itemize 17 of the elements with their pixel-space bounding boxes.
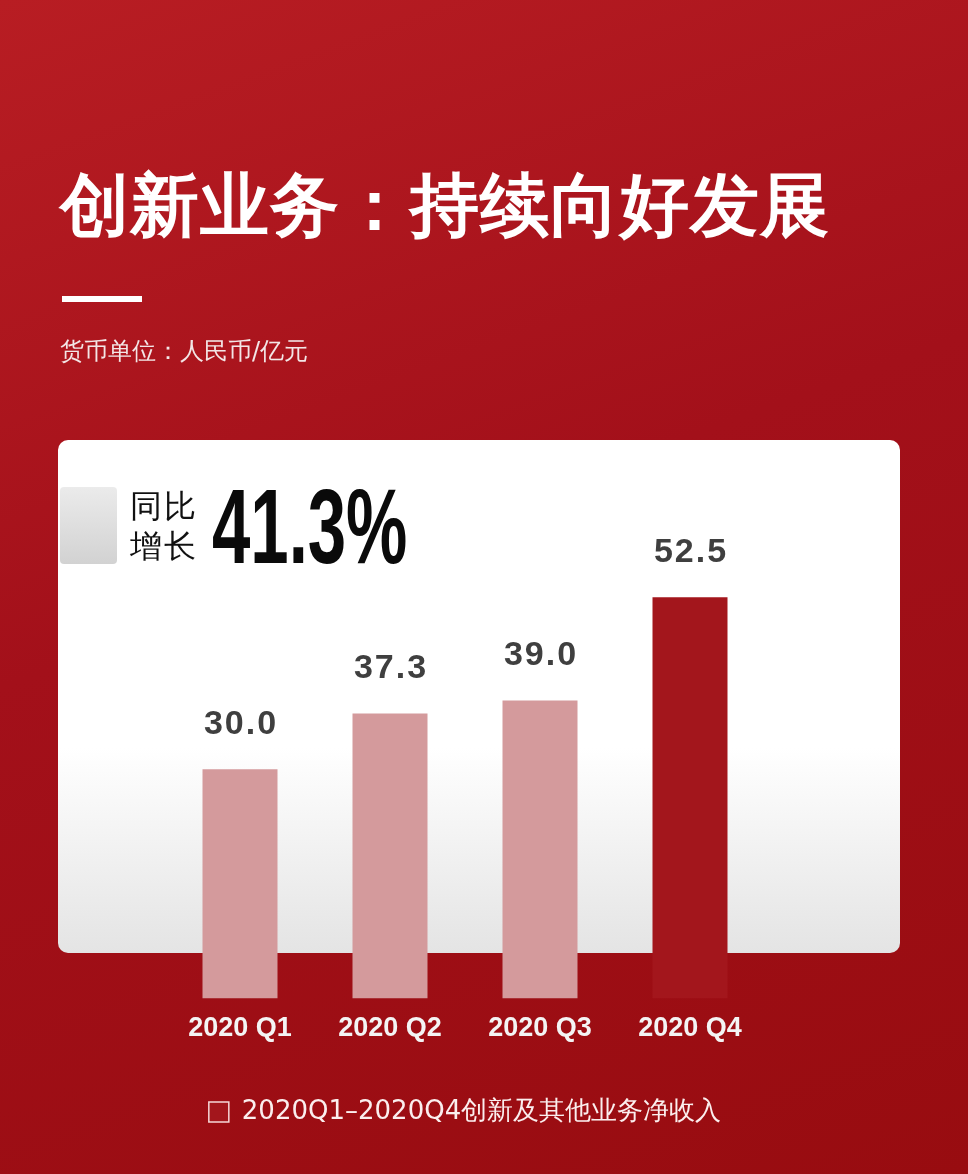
legend-label: 2020Q1–2020Q4创新及其他业务净收入	[241, 1094, 722, 1125]
text: 同比增长	[130, 486, 199, 566]
bar	[502, 700, 578, 999]
data-label: 37.3	[353, 646, 429, 685]
data-label: 52.5	[653, 530, 729, 569]
x-tick-label: 2020 Q3	[488, 1012, 592, 1043]
text: 41.3%	[212, 467, 408, 585]
data-label: 30.0	[203, 702, 279, 741]
bar	[652, 597, 728, 999]
chart-subtitle: 货币单位：人民币/亿元	[60, 336, 309, 367]
chart-title: 创新业务：持续向好发展	[60, 167, 830, 246]
bar	[352, 713, 428, 999]
x-tick-label: 2020 Q2	[338, 1012, 442, 1043]
x-tick-label: 2020 Q1	[188, 1012, 292, 1043]
bar	[202, 769, 278, 999]
x-tick-label: 2020 Q4	[638, 1012, 742, 1043]
data-label: 39.0	[503, 633, 579, 672]
